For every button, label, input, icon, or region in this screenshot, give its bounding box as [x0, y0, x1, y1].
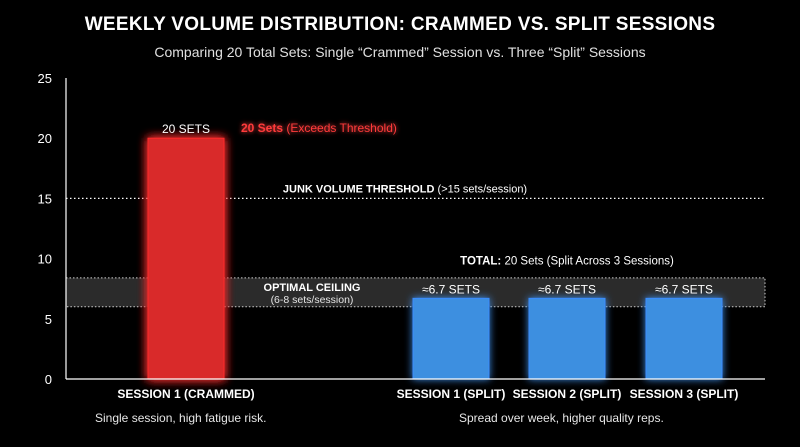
split-note: Spread over week, higher quality reps. — [459, 411, 664, 425]
total-bold: TOTAL: — [460, 256, 501, 268]
bars: 20 SETS SESSION 1 (CRAMMED) ≈6.7 SETS SESSI… — [117, 122, 738, 401]
chart-subtitle: Comparing 20 Total Sets: Single “Crammed… — [154, 44, 646, 60]
bar-value-label: ≈6.7 SETS — [655, 282, 713, 296]
y-axis-ticks: 0 5 10 15 20 25 — [38, 71, 52, 387]
bar-session-3-split — [645, 297, 723, 380]
exceeds-bold: 20 Sets — [241, 121, 283, 135]
x-category-label: SESSION 1 (SPLIT) — [397, 387, 506, 401]
exceeds-threshold-annotation: 20 Sets (Exceeds Threshold) — [241, 121, 397, 135]
bar-value-label: ≈6.7 SETS — [422, 282, 480, 296]
x-category-label: SESSION 2 (SPLIT) — [513, 387, 622, 401]
total-rest: 20 Sets (Split Across 3 Sessions) — [501, 256, 674, 268]
x-category-label: SESSION 1 (CRAMMED) — [117, 387, 254, 401]
bar-session-1-crammed — [147, 137, 225, 380]
chart-title: WEEKLY VOLUME DISTRIBUTION: CRAMMED VS. … — [84, 14, 716, 35]
threshold-label-bold: JUNK VOLUME THRESHOLD — [283, 183, 435, 195]
optimal-ceiling-range-label: (6-8 sets/session) — [271, 294, 354, 306]
bar-value-label: 20 SETS — [162, 122, 210, 136]
y-tick-label: 20 — [38, 131, 52, 146]
crammed-note: Single session, high fatigue risk. — [95, 411, 267, 425]
junk-volume-threshold-label: JUNK VOLUME THRESHOLD (>15 sets/session) — [283, 183, 527, 195]
exceeds-rest: (Exceeds Threshold) — [283, 121, 397, 135]
y-tick-label: 10 — [38, 252, 52, 267]
bar-value-label: ≈6.7 SETS — [538, 282, 596, 296]
threshold-label-rest: (>15 sets/session) — [434, 183, 527, 195]
total-annotation: TOTAL: 20 Sets (Split Across 3 Sessions) — [460, 256, 674, 268]
bar-session-1-split — [412, 297, 490, 380]
x-category-label: SESSION 3 (SPLIT) — [630, 387, 739, 401]
y-tick-label: 5 — [45, 312, 52, 327]
optimal-ceiling-label: OPTIMAL CEILING — [264, 282, 361, 294]
bar-session-2-split — [528, 297, 606, 380]
y-tick-label: 0 — [45, 372, 52, 387]
y-tick-label: 15 — [38, 191, 52, 206]
y-tick-label: 25 — [38, 71, 52, 86]
